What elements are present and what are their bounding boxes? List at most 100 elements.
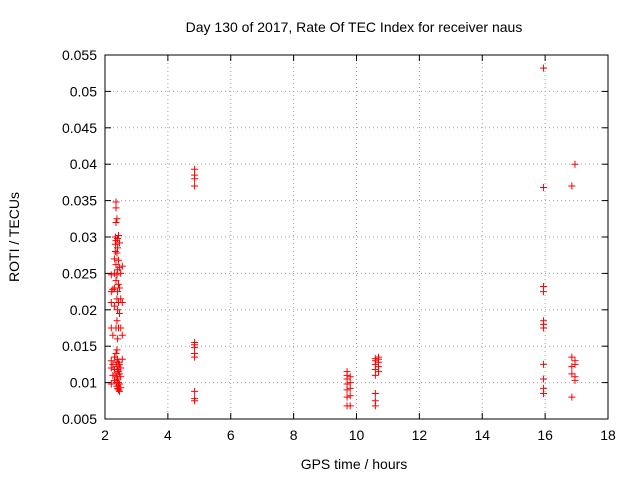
data-point [114,306,122,314]
x-axis-label: GPS time / hours [301,456,408,472]
data-point [117,324,125,332]
data-point [107,299,115,307]
y-tick-label: 0.025 [62,265,97,281]
x-tick-label: 16 [537,427,553,443]
y-axis-label: ROTI / TECUs [6,192,22,282]
data-point [107,364,115,372]
data-point [111,248,119,256]
x-tick-label: 4 [164,427,172,443]
data-point [113,271,121,279]
data-point [112,198,120,206]
data-point [540,283,548,291]
data-point [568,393,576,401]
x-tick-label: 18 [600,427,616,443]
data-point [110,255,118,263]
axis-ticks: 2 4 6 8 10 12 14 16 18 0.005 0.01 0.015 0.02 0.025 0.0… [62,47,616,443]
y-tick-label: 0.04 [70,156,97,172]
y-tick-label: 0.055 [62,47,97,63]
data-point [540,384,548,392]
data-point [110,302,118,310]
data-point [115,232,123,240]
data-point [191,339,199,347]
data-point [191,387,199,395]
data-point [540,183,548,191]
data-point [571,357,579,365]
data-point [117,373,125,381]
data-point [540,64,548,72]
grid-lines [105,55,608,419]
data-point [109,371,117,379]
data-point [115,379,123,387]
data-point [343,393,351,401]
data-point [115,370,123,378]
data-point [109,331,117,339]
data-point [191,165,199,173]
data-point [112,261,120,269]
data-point [540,375,548,383]
data-point [571,373,579,381]
data-point [115,239,123,247]
y-tick-label: 0.05 [70,83,97,99]
x-tick-label: 6 [227,427,235,443]
data-point [114,244,122,252]
chart-title: Day 130 of 2017, Rate Of TEC Index for r… [186,19,523,35]
data-point [112,349,120,357]
data-point [568,370,576,378]
data-point [113,346,121,354]
data-point [117,269,125,277]
data-point [191,395,199,403]
data-point [107,357,115,365]
data-point [118,355,126,363]
x-tick-label: 12 [412,427,428,443]
y-tick-label: 0.015 [62,338,97,354]
data-point [107,380,115,388]
data-point [113,317,121,325]
data-point [117,295,125,303]
data-point [114,335,122,343]
data-point [346,402,354,410]
data-point [540,317,548,325]
data-point [115,284,123,292]
data-point [117,364,125,372]
data-point [346,373,354,381]
data-point [114,288,122,296]
data-point [118,262,126,270]
data-point [115,380,123,388]
data-point [568,182,576,190]
y-tick-label: 0.045 [62,120,97,136]
data-point [115,360,123,368]
data-point [111,240,119,248]
data-point [118,299,126,307]
x-tick-label: 14 [474,427,490,443]
plot-frame [104,54,609,420]
data-points [107,64,579,410]
data-point [375,353,383,361]
y-tick-label: 0.03 [70,229,97,245]
data-point [571,160,579,168]
data-point [115,256,123,264]
y-tick-label: 0.035 [62,193,97,209]
data-point [117,384,125,392]
data-point [118,331,126,339]
data-point [113,215,121,223]
y-tick-label: 0.005 [62,411,97,427]
x-tick-label: 10 [349,427,365,443]
data-point [115,309,123,317]
data-point [540,360,548,368]
data-point [112,218,120,226]
data-point [371,397,379,405]
data-point [346,392,354,400]
data-point [371,355,379,363]
data-point [115,280,123,288]
x-tick-label: 8 [290,427,298,443]
y-tick-label: 0.02 [70,302,97,318]
data-point [109,285,117,293]
data-point [191,182,199,190]
data-point [112,277,120,285]
x-tick-label: 2 [101,427,109,443]
data-point [115,387,123,395]
data-point [371,390,379,398]
data-point [343,368,351,376]
data-point [113,249,121,257]
